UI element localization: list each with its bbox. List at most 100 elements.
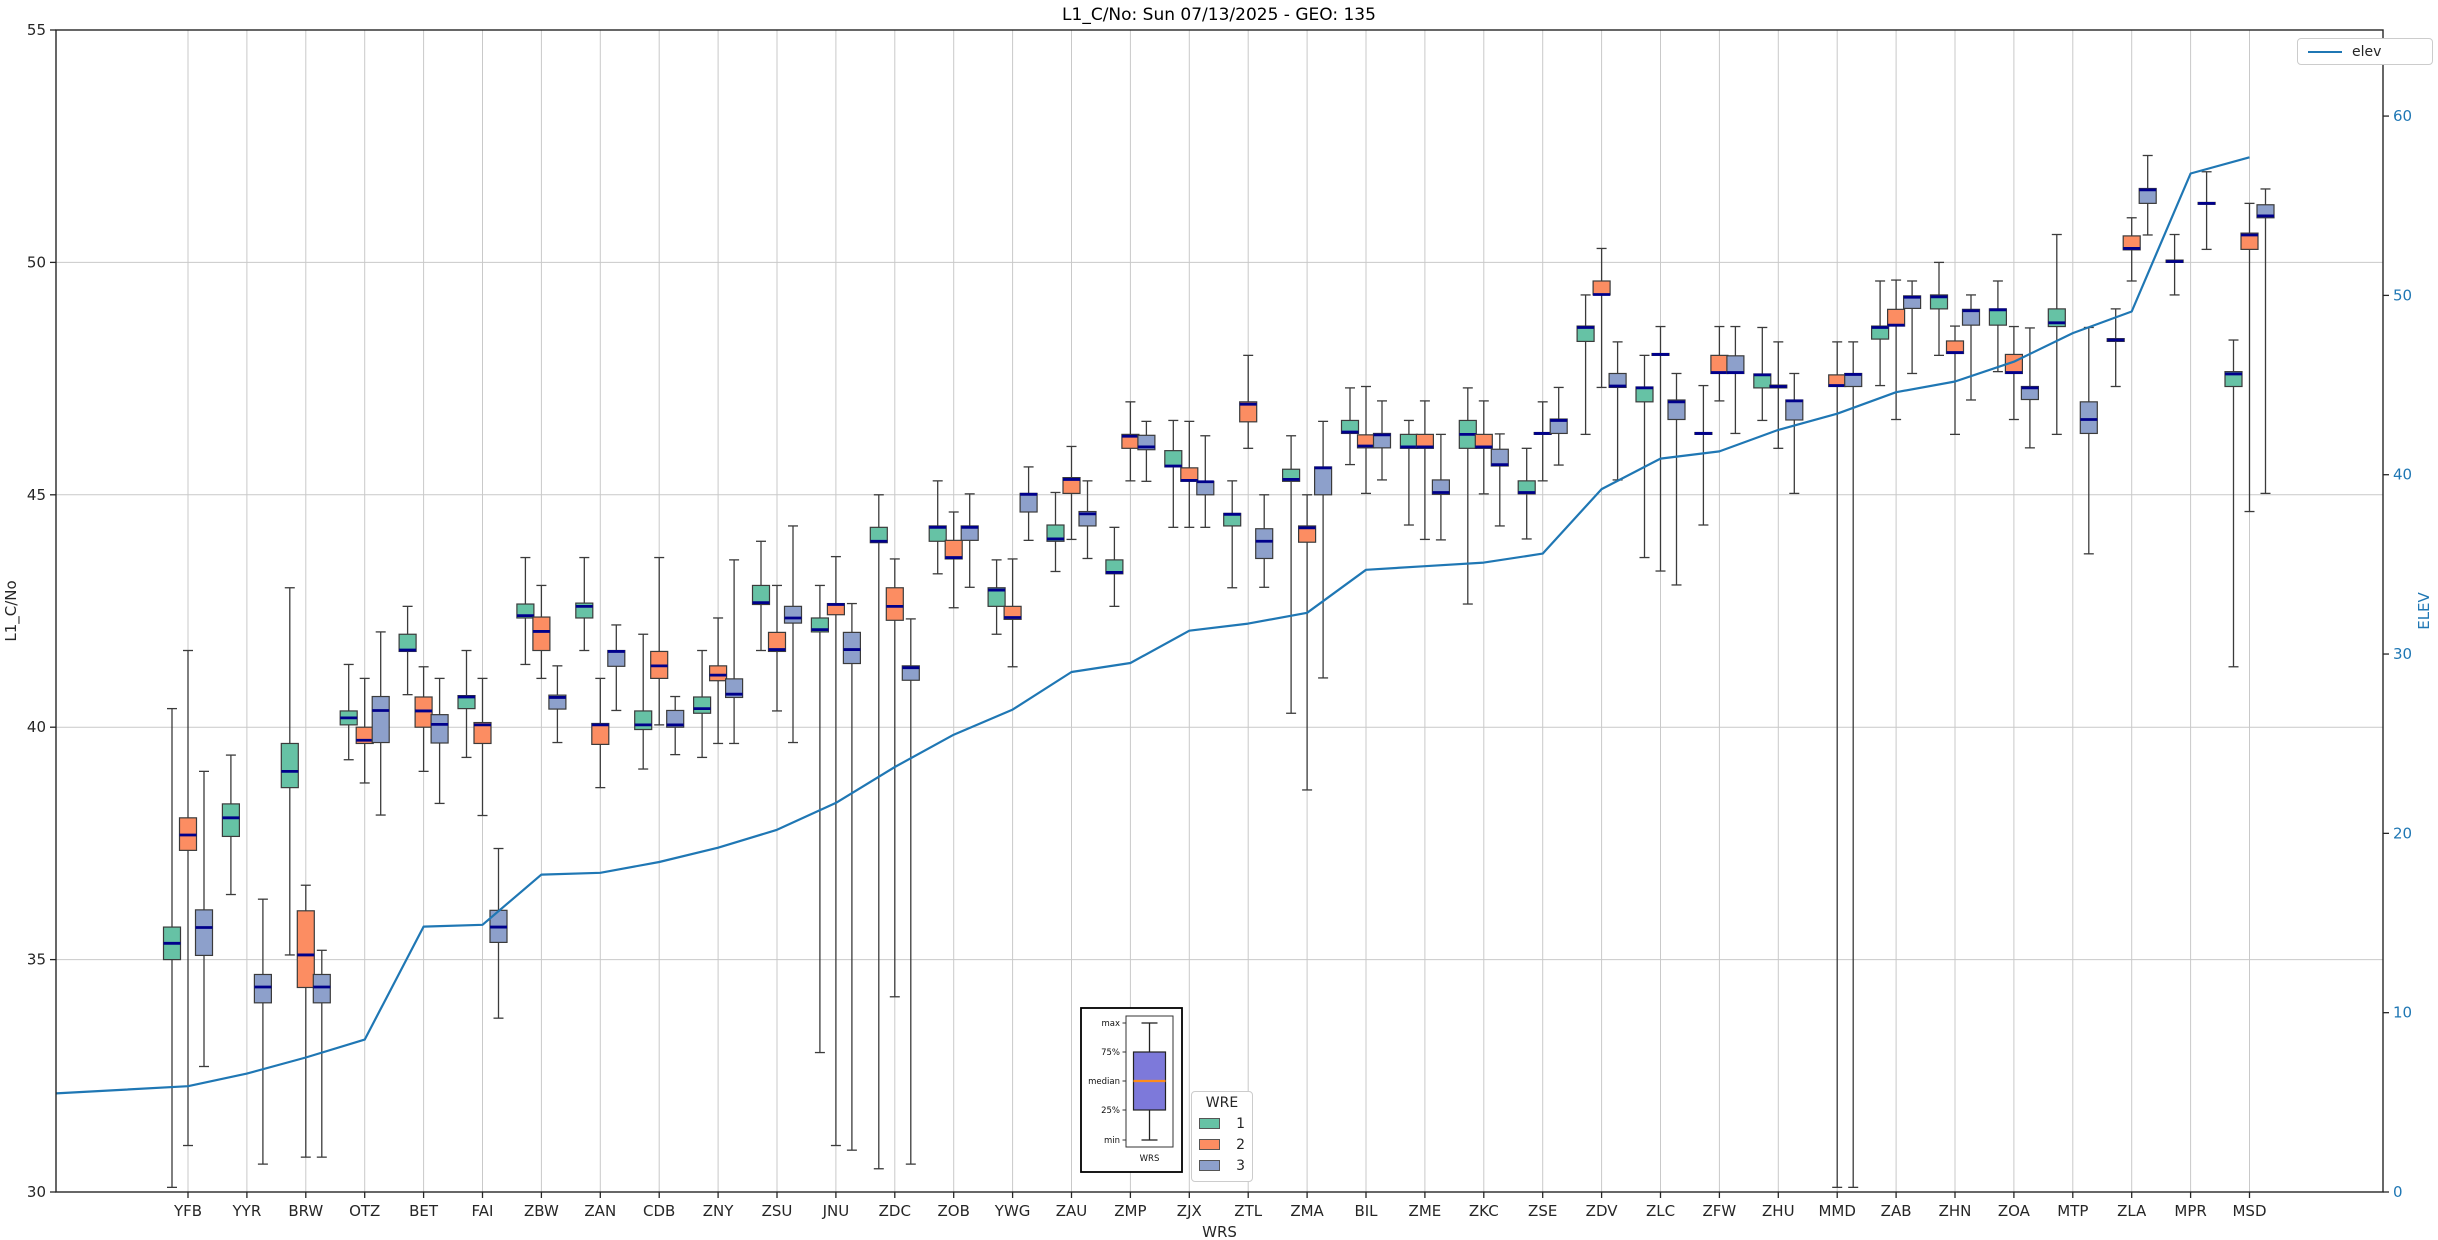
- xtick-ZFW: ZFW: [1703, 1202, 1737, 1220]
- xtick-ZOB: ZOB: [938, 1202, 970, 1220]
- box-ZFW-wre3: [1726, 355, 1745, 375]
- xtick-MPR: MPR: [2174, 1202, 2206, 1220]
- elev-line-swatch: [2308, 50, 2342, 53]
- box-ZHN-wre1: [1929, 294, 1949, 310]
- ytick-right: 40: [2393, 466, 2412, 484]
- box-BRW-wre3: [312, 973, 331, 1004]
- box-YYR-wre1: [221, 803, 240, 838]
- wre-label-3: 3: [1236, 1157, 1245, 1174]
- xtick-ZMP: ZMP: [1114, 1202, 1146, 1220]
- xtick-ZNY: ZNY: [703, 1202, 734, 1220]
- ytick-left: 50: [27, 253, 46, 271]
- boxplot-explainer-inset: max 75% median 25% min WRS: [1080, 1007, 1183, 1173]
- inset-label-75%: 75%: [1101, 1048, 1120, 1058]
- box-ZSU-wre1: [751, 584, 771, 606]
- xtick-ZSE: ZSE: [1528, 1202, 1557, 1220]
- xtick-YYR: YYR: [232, 1202, 262, 1220]
- box-ZHU-wre3: [1785, 399, 1804, 421]
- inset-label-max: max: [1101, 1019, 1120, 1029]
- box-BET-wre3: [430, 714, 449, 744]
- xtick-OTZ: OTZ: [349, 1202, 380, 1220]
- box-YYR-wre3: [253, 973, 272, 1004]
- xtick-YFB: YFB: [173, 1202, 202, 1220]
- wre-legend-items: 1 2 3: [1199, 1113, 1245, 1176]
- ytick-left: 40: [27, 718, 46, 736]
- wre-swatch-3: [1199, 1160, 1220, 1171]
- ylabel-right: ELEV: [2415, 591, 2433, 629]
- box-ZFW-wre2: [1710, 354, 1729, 375]
- elev-legend-label: elev: [2352, 43, 2382, 60]
- box-MTP-wre3: [2079, 401, 2098, 435]
- xtick-BIL: BIL: [1354, 1202, 1378, 1220]
- box-ZTL-wre3: [1255, 528, 1274, 560]
- wre-legend-title: WRE: [1205, 1095, 1239, 1111]
- box-ZOA-wre1: [1988, 308, 2008, 326]
- wre-legend: WRE 1 2 3: [1191, 1091, 1253, 1182]
- ytick-right: 20: [2393, 824, 2412, 842]
- box-ZJX-wre3: [1196, 480, 1215, 496]
- xtick-ZLA: ZLA: [2117, 1202, 2147, 1220]
- inset-label-median: median: [1088, 1077, 1120, 1087]
- xtick-ZHN: ZHN: [1939, 1202, 1972, 1220]
- xtick-ZJX: ZJX: [1177, 1202, 1202, 1220]
- elev-legend: elev: [2297, 38, 2433, 65]
- box-CDB-wre3: [666, 709, 685, 728]
- xlabel: WRS: [1202, 1223, 1237, 1240]
- wre-series-2: [178, 202, 2259, 1189]
- xtick-BET: BET: [409, 1202, 439, 1220]
- inset-label-25%: 25%: [1101, 1106, 1120, 1116]
- xtick-ZAU: ZAU: [1056, 1202, 1088, 1220]
- xtick-CDB: CDB: [643, 1202, 675, 1220]
- wre-swatch-2: [1199, 1139, 1220, 1150]
- xtick-FAI: FAI: [472, 1202, 494, 1220]
- elev-line: [55, 156, 2250, 1095]
- box-ZSU-wre2: [767, 631, 787, 653]
- box-ZMA-wre3: [1313, 466, 1333, 496]
- box-FAI-wre2: [473, 721, 492, 745]
- xtick-ZOA: ZOA: [1998, 1202, 2031, 1220]
- box-ZNY-wre1: [692, 696, 712, 714]
- wre-swatch-1: [1199, 1118, 1220, 1129]
- wre-legend-entry-3: 3: [1199, 1155, 1245, 1176]
- ytick-left: 45: [27, 486, 46, 504]
- box-OTZ-wre3: [371, 695, 390, 744]
- box-ZJX-wre1: [1164, 450, 1183, 468]
- xtick-ZKC: ZKC: [1469, 1202, 1499, 1220]
- wre-label-2: 2: [1236, 1136, 1245, 1153]
- box-ZDV-wre2: [1592, 280, 1611, 296]
- box-ZDC-wre2: [885, 587, 904, 621]
- chart-title: L1_C/No: Sun 07/13/2025 - GEO: 135: [1062, 5, 1376, 25]
- xtick-ZSU: ZSU: [762, 1202, 793, 1220]
- ytick-right: 50: [2393, 286, 2412, 304]
- box-ZAU-wre1: [1046, 524, 1065, 542]
- ytick-left: 35: [27, 951, 46, 969]
- box-ZME-wre3: [1431, 479, 1451, 495]
- xtick-BRW: BRW: [288, 1202, 323, 1220]
- wre-series-1: [162, 233, 2243, 1189]
- box-YFB-wre3: [194, 909, 214, 957]
- ytick-right: 0: [2393, 1183, 2403, 1201]
- box-ZBW-wre2: [532, 616, 551, 652]
- wre-label-1: 1: [1236, 1115, 1245, 1132]
- xtick-ZAN: ZAN: [584, 1202, 616, 1220]
- box-BRW-wre1: [280, 742, 299, 789]
- box-YWG-wre3: [1019, 492, 1038, 513]
- box-ZLC-wre3: [1667, 399, 1686, 421]
- xtick-MTP: MTP: [2057, 1202, 2088, 1220]
- box-YWG-wre1: [987, 587, 1006, 607]
- inset-label-min: min: [1104, 1136, 1120, 1146]
- xtick-MSD: MSD: [2232, 1202, 2266, 1220]
- xtick-ZME: ZME: [1409, 1202, 1442, 1220]
- inset-xlabel: WRS: [1140, 1154, 1160, 1164]
- box-ZAN-wre3: [607, 649, 626, 667]
- box-ZSU-wre3: [783, 605, 803, 624]
- box-ZMA-wre2: [1297, 525, 1317, 543]
- box-CDB-wre1: [634, 710, 653, 731]
- box-ZAN-wre2: [591, 722, 610, 745]
- box-ZNY-wre2: [708, 665, 728, 682]
- xtick-ZAB: ZAB: [1881, 1202, 1912, 1220]
- xtick-ZLC: ZLC: [1646, 1202, 1675, 1220]
- wre-legend-entry-1: 1: [1199, 1113, 1245, 1134]
